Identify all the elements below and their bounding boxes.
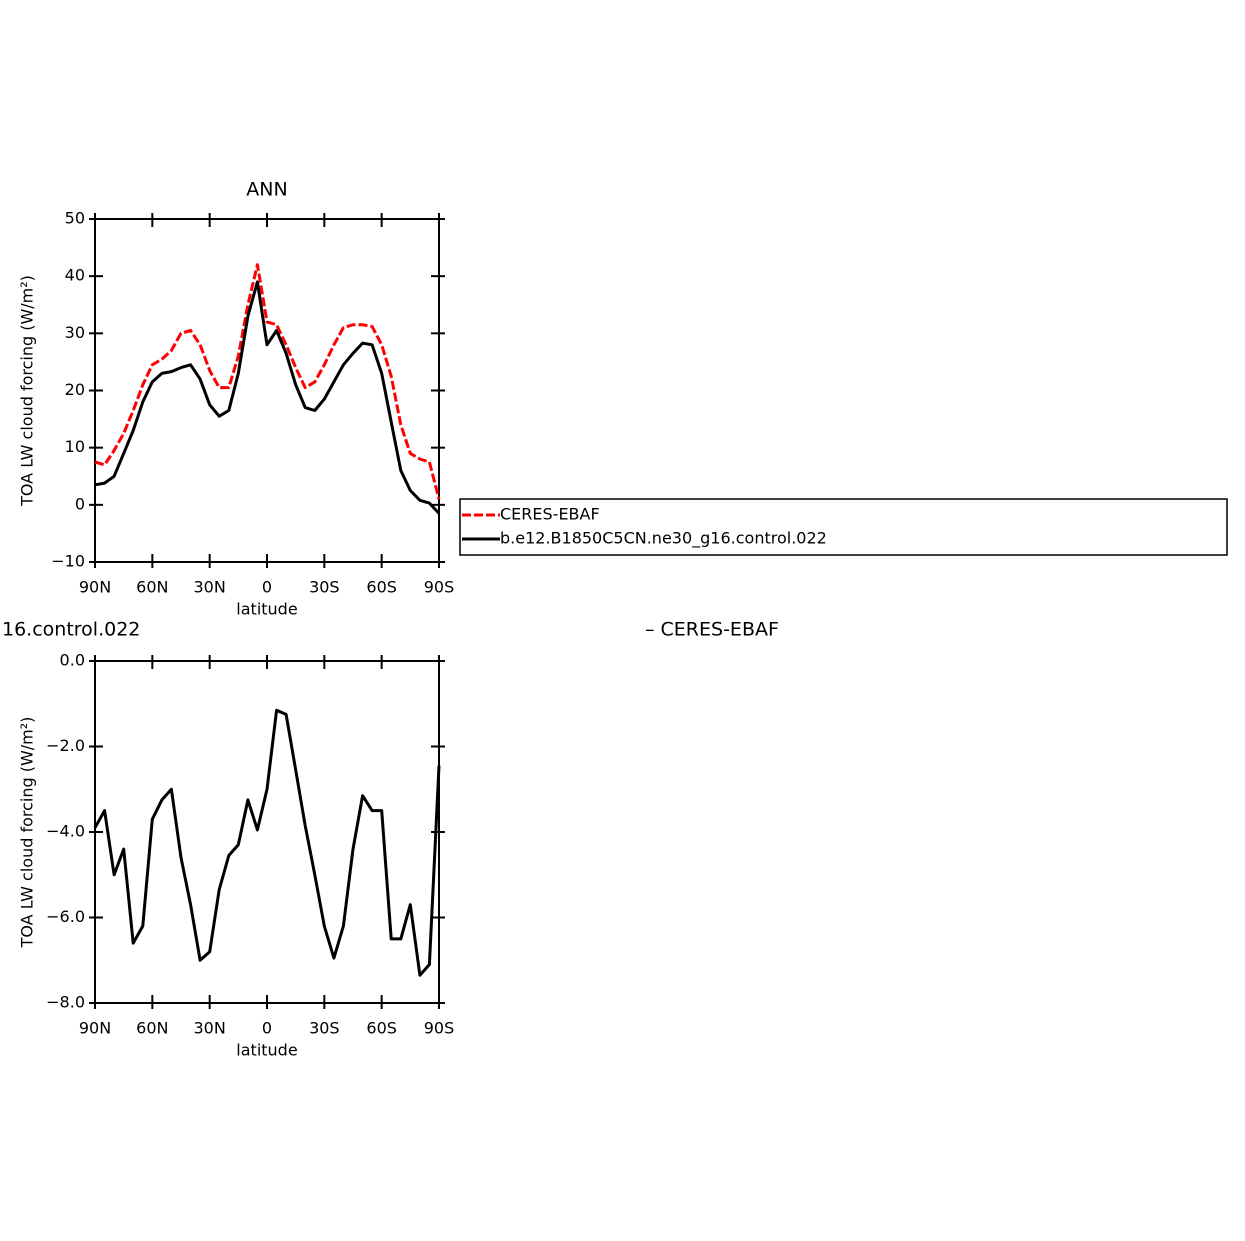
x-tick-label: 0: [262, 578, 272, 597]
y-tick-label: −8.0: [46, 993, 85, 1012]
x-tick-label: 90N: [79, 1019, 111, 1038]
x-tick-label: 30N: [194, 578, 226, 597]
chart-title: ANN: [246, 179, 287, 201]
y-tick-label: −2.0: [46, 736, 85, 755]
y-tick-label: 30: [65, 323, 85, 342]
y-tick-label: −10: [51, 552, 85, 571]
y-tick-label: 50: [65, 209, 85, 228]
x-axis-label: latitude: [236, 600, 297, 619]
x-tick-label: 30N: [194, 1019, 226, 1038]
y-axis-label: TOA LW cloud forcing (W/m²): [18, 717, 37, 949]
y-axis-label: TOA LW cloud forcing (W/m²): [18, 275, 37, 507]
x-tick-label: 30S: [309, 1019, 340, 1038]
legend-label: CERES-EBAF: [500, 505, 600, 524]
legend-box: [459, 498, 1228, 556]
data-line: [94, 280, 441, 515]
plot-frame: [94, 660, 440, 1004]
x-tick-label: 60N: [136, 578, 168, 597]
x-tick-label: 90S: [424, 578, 455, 597]
x-tick-label: 90N: [79, 578, 111, 597]
x-tick-label: 60N: [136, 1019, 168, 1038]
x-tick-label: 60S: [366, 578, 397, 597]
y-tick-label: 20: [65, 380, 85, 399]
chart-title: 16.control.022: [2, 619, 140, 641]
y-tick-label: 0.0: [60, 651, 85, 670]
x-tick-label: 90S: [424, 1019, 455, 1038]
legend-label: b.e12.B1850C5CN.ne30_g16.control.022: [500, 529, 827, 549]
y-tick-label: 10: [65, 437, 85, 456]
y-tick-label: 0: [75, 494, 85, 513]
x-tick-label: 0: [262, 1019, 272, 1038]
y-tick-label: −6.0: [46, 907, 85, 926]
chart-title: – CERES-EBAF: [645, 619, 779, 641]
data-line: [93, 708, 441, 977]
x-axis-label: latitude: [236, 1041, 297, 1060]
y-tick-label: 40: [65, 266, 85, 285]
y-tick-label: −4.0: [46, 822, 85, 841]
x-tick-label: 60S: [366, 1019, 397, 1038]
plot-frame: [94, 218, 440, 563]
data-line: [94, 263, 441, 500]
x-tick-label: 30S: [309, 578, 340, 597]
